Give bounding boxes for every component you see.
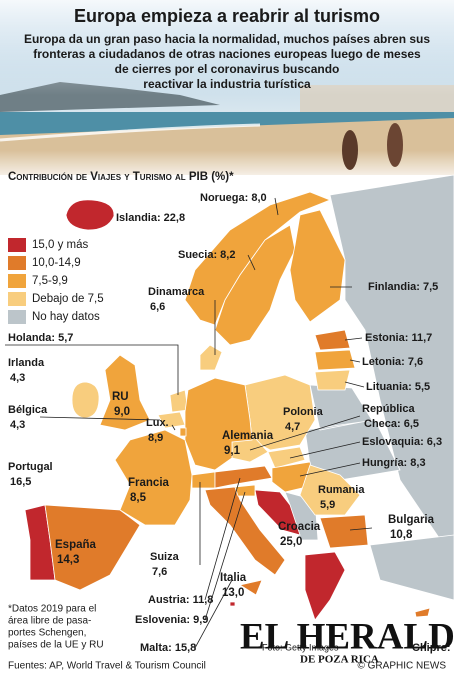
country-shape: [267, 446, 306, 469]
country-label: Malta: 15,8: [140, 642, 196, 654]
country-label: Checa: 6,5: [364, 418, 419, 430]
legend-label: 7,5-9,9: [32, 275, 68, 287]
legend-label: 10,0-14,9: [32, 257, 81, 269]
country-label: 14,3: [57, 554, 79, 566]
country-label: Holanda: 5,7: [8, 332, 73, 344]
country-label: 4,3: [10, 372, 25, 384]
country-label: Alemania: [222, 430, 274, 442]
country-shape: [114, 429, 193, 526]
country-label: 8,9: [148, 432, 163, 444]
footnote-line: portes Schengen,: [8, 628, 86, 639]
country-shape: [179, 427, 187, 437]
country-label: Bulgaria: [388, 514, 435, 526]
country-shape: [314, 329, 351, 351]
legend: 15,0 y más 10,0-14,9 7,5-9,9 Debajo de 7,5 N…: [8, 238, 104, 324]
country-label: Eslovaquia: 6,3: [362, 436, 442, 448]
country-label: Lux.: [146, 417, 169, 429]
legend-swatch: [8, 274, 26, 288]
sources: Fuentes: AP, World Travel & Tourism Coun…: [8, 661, 206, 672]
country-label: Rumania: [318, 484, 365, 496]
country-label: Croacia: [278, 521, 321, 533]
country-label: 4,3: [10, 419, 25, 431]
country-label: 7,6: [152, 566, 167, 578]
leader-lines: [5, 197, 373, 649]
subtitle-line: de cierres por el coronavirus buscando: [115, 62, 340, 76]
country-label: Suecia: 8,2: [178, 249, 235, 261]
country-shape: [214, 465, 273, 489]
country-label: 16,5: [10, 476, 31, 488]
country-shape: [254, 489, 301, 536]
legend-swatch: [8, 238, 26, 252]
watermark-city: DE POZA RICA: [300, 654, 379, 666]
country-shape: [314, 369, 351, 391]
country-shape: [299, 464, 361, 516]
country-label: Islandia: 22,8: [116, 212, 185, 224]
legend-label: Debajo de 7,5: [32, 293, 104, 305]
country-label: Bélgica: [8, 404, 48, 416]
country-label: Estonia: 11,7: [365, 332, 432, 344]
header-backdrop: [0, 0, 454, 95]
photo-credit: Foto: Getty Images: [262, 642, 339, 652]
background-land: [284, 174, 454, 601]
country-label: Francia: [128, 477, 170, 489]
country-label: Italia: [220, 572, 247, 584]
footnote-line: área libre de pasa-: [8, 616, 91, 627]
subtitle-line: reactivar la industria turística: [143, 77, 311, 91]
graphic-credit: © GRAPHIC NEWS: [358, 661, 447, 672]
country-label: 13,0: [222, 587, 244, 599]
subtitle: Europa da un gran paso hacia la normalid…: [24, 32, 430, 91]
country-label: 9,1: [224, 445, 241, 457]
country-label: Noruega: 8,0: [200, 192, 267, 204]
country-label: Letonia: 7,6: [362, 356, 423, 368]
country-shape: [289, 209, 346, 323]
country-label: Hungría: 8,3: [362, 457, 426, 469]
country-label: Lituania: 5,5: [366, 381, 430, 393]
country-label: Finlandia: 7,5: [368, 281, 438, 293]
country-label: España: [55, 539, 97, 551]
country-label: Eslovenia: 9,9: [135, 614, 208, 626]
country-label: 8,5: [130, 492, 147, 504]
legend-swatch: [8, 292, 26, 306]
title: Europa empieza a reabrir al turismo: [74, 6, 380, 26]
footnote-line: países de la UE y RU: [8, 640, 104, 651]
legend-swatch: [8, 256, 26, 270]
country-label: Chipre: 13,8: [412, 642, 454, 654]
country-shape: [234, 484, 256, 497]
watermark-name: EL HERALDO: [240, 616, 454, 657]
greece-shape: [304, 551, 346, 621]
country-label: Suiza: [150, 551, 180, 563]
country-label: 10,8: [390, 529, 413, 541]
country-label: 6,6: [150, 301, 165, 313]
country-label: Austria: 11,8: [148, 594, 213, 606]
country-label: República: [362, 403, 415, 415]
country-shape: [229, 601, 236, 607]
country-shape: [319, 514, 369, 549]
legend-label: 15,0 y más: [32, 239, 88, 251]
country-shape: [314, 349, 356, 371]
country-shape: [65, 199, 115, 231]
legend-label: No hay datos: [32, 311, 100, 323]
country-label: RU: [112, 391, 129, 403]
country-labels: Noruega: 8,0 Islandia: 22,8 Suecia: 8,2 Fin…: [8, 192, 454, 654]
country-label: Portugal: [8, 461, 53, 473]
country-shape: [414, 607, 431, 618]
country-shape: [199, 344, 223, 371]
legend-swatch: [8, 310, 26, 324]
map-title: Contribución de Viajes y Turismo al PIB …: [8, 171, 234, 183]
country-label: 4,7: [285, 421, 300, 433]
country-label: Polonia: [283, 406, 324, 418]
subtitle-line: Europa da un gran paso hacia la normalid…: [24, 32, 430, 46]
country-shape: [44, 504, 141, 591]
country-shape: [71, 381, 100, 419]
country-label: 5,9: [320, 499, 335, 511]
footnote-line: *Datos 2019 para el: [8, 604, 96, 615]
subtitle-line: fronteras a ciudadanos de otras naciones…: [33, 47, 421, 61]
country-label: 9,0: [114, 406, 130, 418]
country-shape: [191, 471, 216, 489]
country-label: Dinamarca: [148, 286, 205, 298]
country-label: 25,0: [280, 536, 302, 548]
country-label: Irlanda: [8, 357, 45, 369]
